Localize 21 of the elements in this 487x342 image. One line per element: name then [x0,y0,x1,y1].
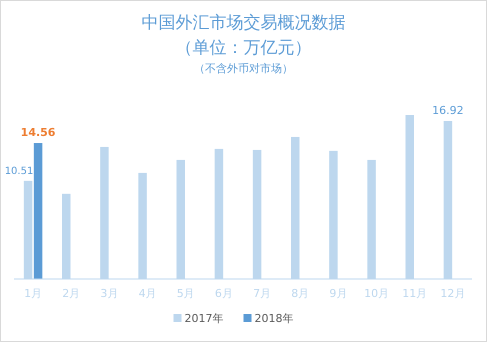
data-label: 10.51 [4,166,34,177]
x-tick-label: 3月 [100,287,118,300]
bar [34,143,42,279]
x-tick-label: 12月 [440,287,466,300]
x-tick-label: 4月 [138,287,157,300]
x-tick-label: 11月 [402,287,428,300]
x-tick-label: 7月 [253,287,272,300]
chart-title: 中国外汇市场交易概况数据 [142,13,346,33]
x-tick-label: 10月 [364,287,390,300]
x-tick-label: 8月 [291,287,310,300]
data-label: 16.92 [432,104,464,117]
chart-subtitle: （单位：万亿元） [176,38,312,58]
x-tick-label: 5月 [176,287,195,300]
legend-label: 2017年 [184,312,224,325]
text: （不含外币对市场） [194,62,293,75]
x-tick-label: 1月 [24,287,42,300]
x-tick-label: 9月 [329,287,348,300]
x-tick-label: 2月 [62,287,80,300]
data-label: 14.56 [20,126,56,140]
x-tick-label: 6月 [214,287,233,300]
legend-label: 2018年 [254,312,294,325]
